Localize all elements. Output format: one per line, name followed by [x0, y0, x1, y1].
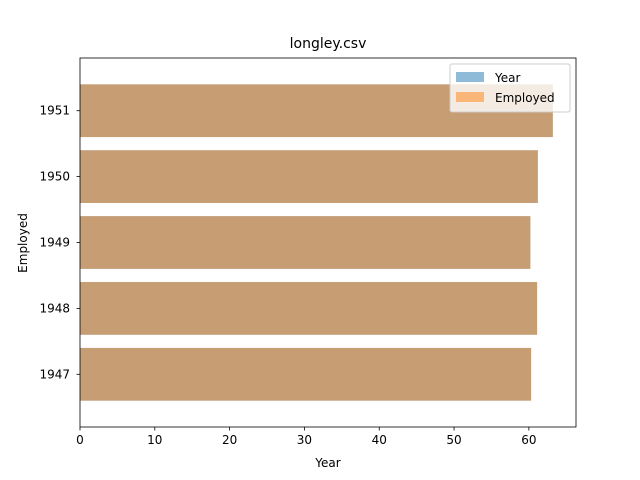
- x-tick-label: 0: [76, 433, 84, 447]
- bar-employed-1950: [80, 150, 538, 203]
- legend-swatch-employed: [456, 92, 484, 102]
- x-tick-label: 40: [372, 433, 387, 447]
- legend: Year Employed: [449, 63, 571, 113]
- axes-group: 0 10 20 30 40 50 60 1947 1948 1949 1950 1951: [39, 57, 577, 447]
- x-tick-label: 20: [222, 433, 237, 447]
- y-tick-label: 1951: [39, 104, 70, 118]
- bars-group: [80, 84, 553, 401]
- x-axis-label: Year: [314, 456, 340, 470]
- y-axis-label: Employed: [16, 213, 30, 273]
- y-tick-label: 1947: [39, 367, 70, 381]
- y-tick-label: 1950: [39, 170, 70, 184]
- bar-employed-1949: [80, 216, 531, 269]
- x-tick-label: 50: [446, 433, 461, 447]
- x-tick-label: 10: [147, 433, 162, 447]
- x-tick-label: 30: [297, 433, 312, 447]
- legend-swatch-year: [456, 72, 484, 82]
- legend-label-employed: Employed: [495, 91, 555, 105]
- chart-title: longley.csv: [290, 36, 367, 52]
- legend-label-year: Year: [494, 71, 520, 85]
- y-tick-label: 1948: [39, 301, 70, 315]
- y-tick-label: 1949: [39, 236, 70, 250]
- bar-employed-1947: [80, 347, 532, 401]
- bar-employed-1948: [80, 282, 538, 335]
- x-tick-label: 60: [521, 433, 536, 447]
